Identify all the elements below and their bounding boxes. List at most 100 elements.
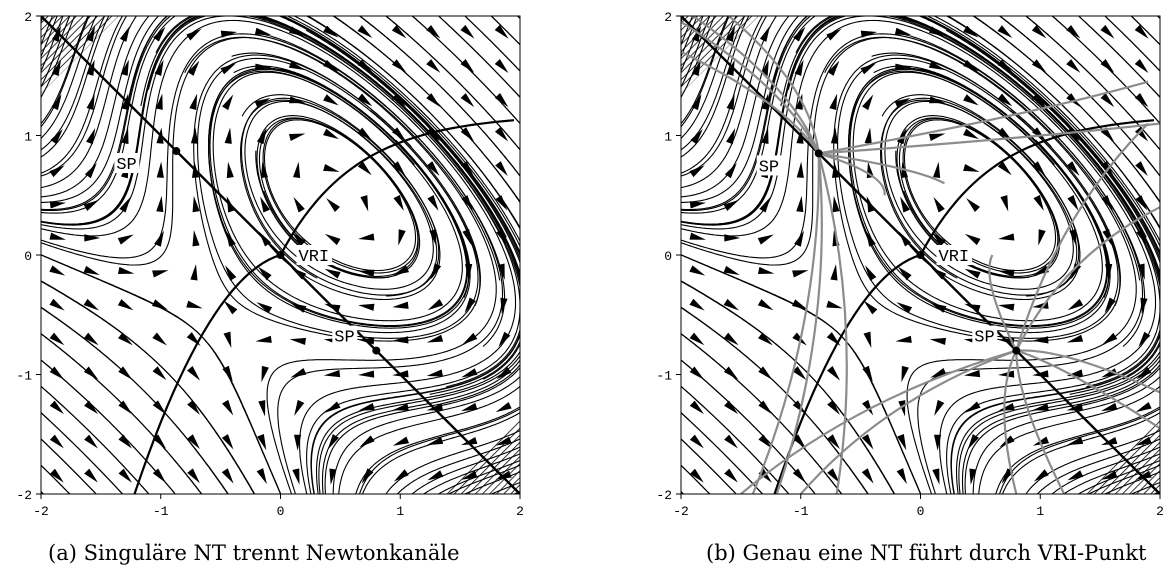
field-arrow (796, 161, 804, 178)
stream-line (41, 254, 282, 494)
field-arrow (152, 434, 167, 449)
stream-line (208, 109, 479, 339)
stream-line (955, 403, 1029, 494)
stream-line (324, 255, 520, 494)
field-arrow (1066, 403, 1084, 411)
field-arrow (724, 434, 738, 449)
field-arrow (827, 400, 840, 415)
stream-line (463, 493, 465, 494)
field-arrow (723, 298, 740, 311)
field-arrow (256, 128, 267, 145)
field-arrow (930, 302, 947, 313)
stream-line (946, 16, 1160, 229)
stream-line (41, 16, 176, 214)
field-arrow (190, 127, 199, 144)
field-arrow (357, 93, 373, 107)
field-arrow (256, 468, 267, 485)
stream-line (867, 493, 869, 494)
field-arrow (187, 400, 200, 415)
field-arrow (392, 161, 406, 176)
stream-line (122, 16, 124, 17)
field-arrow (51, 94, 62, 111)
stream-line (681, 332, 842, 494)
x-tick-label: 1 (1036, 504, 1044, 519)
stream-line (209, 68, 470, 298)
field-arrow (220, 30, 238, 38)
field-arrow (998, 403, 1015, 411)
field-arrow (152, 400, 167, 415)
field-arrow (393, 195, 404, 211)
field-arrow (192, 229, 200, 247)
stream-line (517, 16, 520, 20)
field-arrow (260, 161, 269, 179)
field-arrow (290, 367, 307, 378)
field-arrow (358, 233, 375, 241)
stream-line (946, 307, 1160, 494)
stream-line (681, 411, 682, 413)
stream-line (1159, 438, 1160, 439)
stream-line (241, 94, 440, 296)
stream-line (1152, 491, 1160, 494)
field-arrow (358, 269, 375, 277)
field-arrow (1136, 229, 1147, 246)
field-arrow (357, 161, 372, 176)
field-arrow (495, 195, 508, 211)
stream-line (266, 356, 425, 494)
field-arrow (997, 93, 1013, 107)
stream-line (233, 65, 469, 328)
field-arrow (426, 127, 440, 142)
gray-trajectory (1015, 122, 1149, 351)
stream-line (175, 493, 176, 494)
stream-line (1062, 475, 1101, 494)
field-arrow (963, 59, 979, 72)
y-tick-label: 0 (664, 249, 672, 264)
field-arrow (426, 59, 441, 73)
stream-line (740, 16, 778, 118)
stream-line (361, 412, 520, 494)
stream-line (41, 385, 150, 494)
field-arrow (792, 468, 806, 483)
field-arrow (154, 230, 164, 247)
stream-line (41, 411, 123, 494)
field-arrow (187, 60, 200, 76)
field-arrow (359, 435, 375, 448)
stream-line (464, 16, 465, 17)
field-arrow (931, 232, 946, 247)
field-arrow (86, 59, 95, 76)
stream-line (945, 16, 947, 17)
field-arrow (426, 334, 444, 343)
field-arrow (1031, 93, 1047, 107)
field-arrow (1135, 161, 1148, 176)
field-arrow (691, 94, 702, 111)
stream-line (17, 201, 41, 202)
y-tick-label: -1 (656, 369, 672, 384)
field-arrow (861, 434, 874, 450)
field-arrow (494, 58, 509, 73)
stream-line (681, 81, 706, 128)
field-arrow (498, 331, 511, 348)
field-arrow (963, 128, 979, 140)
gray-trajectory (799, 349, 1017, 494)
stream-line (464, 16, 520, 72)
stream-line (681, 359, 817, 494)
stream-line (201, 493, 203, 494)
stream-line (1159, 464, 1160, 466)
stream-line (833, 54, 1052, 334)
field-arrow (461, 402, 478, 411)
field-arrow (896, 302, 913, 314)
stream-line (411, 16, 413, 17)
field-arrow (1032, 336, 1049, 344)
field-arrow (500, 297, 508, 315)
field-arrow (120, 59, 129, 76)
stream-line (1130, 16, 1160, 46)
field-arrow (1071, 263, 1082, 280)
field-arrow (966, 198, 981, 212)
stream-line (305, 29, 520, 405)
y-tick-label: -2 (656, 488, 672, 503)
field-arrow (49, 400, 64, 415)
field-arrow (289, 96, 306, 104)
stream-line (437, 16, 439, 17)
stream-line (681, 149, 682, 151)
stream-line (148, 16, 150, 17)
special-point (372, 346, 381, 355)
